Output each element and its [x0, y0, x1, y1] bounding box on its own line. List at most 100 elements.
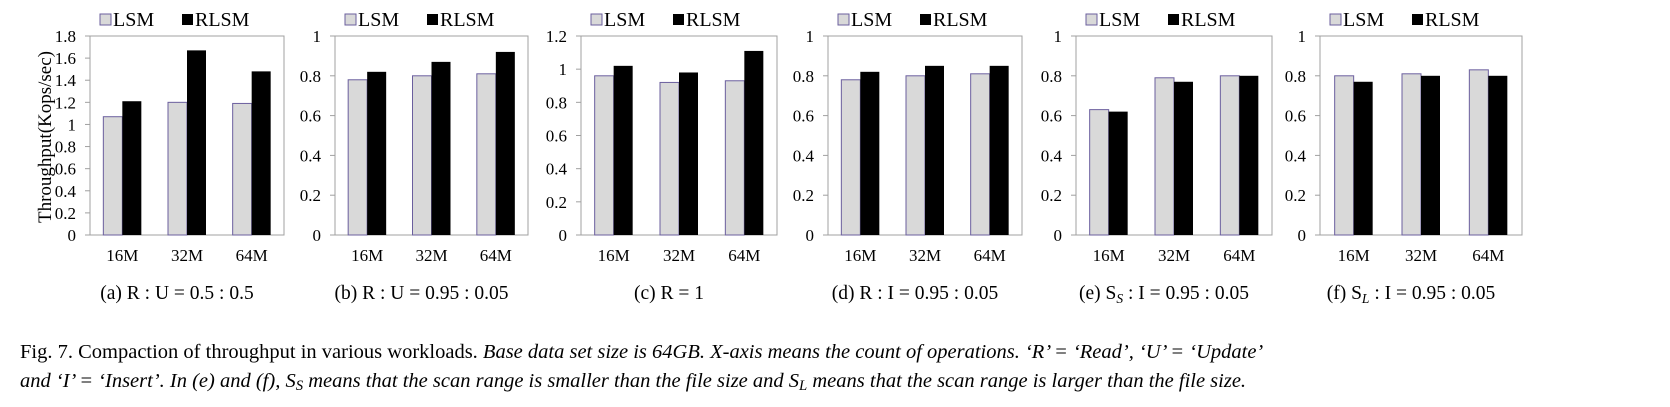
chart-panel-2: 0 0.2 0.4 0.6 0.8 1 16M 32M 64M LSM RLSM (b) R : U … — [300, 9, 529, 304]
y-tick-label: 0 — [559, 226, 568, 245]
y-tick-label: 1.2 — [55, 93, 76, 112]
y-tick-label: 0 — [1298, 226, 1307, 245]
caption-desc-2a: and ‘I’ = ‘Insert’. In (e) and (f), S — [20, 370, 296, 392]
x-tick-label: 64M — [974, 246, 1006, 265]
legend-swatch-lsm — [1085, 13, 1098, 26]
legend-swatch-lsm — [1329, 13, 1342, 26]
bar-rlsm — [251, 71, 271, 235]
y-tick-label: 0.6 — [546, 127, 567, 146]
x-tick-label: 32M — [415, 246, 447, 265]
x-tick-label: 32M — [1405, 246, 1437, 265]
x-tick-label: 32M — [663, 246, 695, 265]
y-tick-label: 0.8 — [793, 67, 814, 86]
x-tick-label: 64M — [1472, 246, 1504, 265]
y-tick-label: 0.2 — [793, 186, 814, 205]
bar-lsm — [1468, 69, 1489, 236]
panel-caption: (b) R : U = 0.95 : 0.05 — [334, 283, 508, 304]
panel-caption: (f) SL : I = 0.95 : 0.05 — [1327, 283, 1496, 306]
chart-panel-4: 0 0.2 0.4 0.6 0.8 1 16M 32M 64M LSM RLSM (d) R : I … — [793, 9, 1023, 304]
bar-lsm — [840, 79, 861, 236]
y-tick-label: 1 — [559, 60, 568, 79]
x-tick-label: 64M — [1223, 246, 1255, 265]
y-tick-label: 0.6 — [300, 107, 321, 126]
bar-rlsm — [187, 50, 206, 235]
y-tick-label: 1.8 — [55, 27, 76, 46]
bar-lsm — [724, 80, 745, 236]
y-tick-label: 0.4 — [55, 182, 77, 201]
caption-line-2: and ‘I’ = ‘Insert’. In (e) and (f), SS m… — [20, 367, 1652, 401]
legend-swatch-rlsm — [182, 14, 193, 25]
legend-swatch-lsm — [590, 13, 603, 26]
y-tick-label: 0.4 — [793, 146, 815, 165]
caption-desc-2b: means that the scan range is smaller tha… — [303, 370, 800, 392]
bar-lsm — [594, 75, 615, 236]
y-tick-label: 0.4 — [1285, 146, 1307, 165]
bar-rlsm — [1239, 75, 1259, 235]
y-tick-label: 0.6 — [55, 160, 76, 179]
legend-label-rlsm: RLSM — [195, 9, 250, 31]
y-tick-label: 1 — [68, 115, 77, 134]
bar-lsm — [1154, 77, 1175, 236]
legend-label-lsm: LSM — [851, 9, 892, 31]
y-tick-label: 0 — [68, 226, 77, 245]
x-tick-label: 32M — [909, 246, 941, 265]
legend-label-lsm: LSM — [604, 9, 645, 31]
bar-rlsm — [431, 61, 451, 236]
y-tick-label: 1.2 — [546, 27, 567, 46]
bar-rlsm — [744, 50, 764, 235]
bar-rlsm — [1174, 81, 1193, 236]
y-tick-label: 0 — [806, 226, 815, 245]
legend-label-rlsm: RLSM — [440, 9, 495, 31]
y-tick-label: 1 — [313, 27, 322, 46]
y-tick-label: 0.2 — [300, 186, 321, 205]
legend-label-lsm: LSM — [358, 9, 399, 31]
legend-label-rlsm: RLSM — [933, 9, 988, 31]
caption-sub-l: L — [799, 378, 808, 395]
y-tick-label: 0.6 — [1041, 107, 1062, 126]
x-tick-label: 32M — [1158, 246, 1190, 265]
legend-label-lsm: LSM — [113, 9, 154, 31]
caption-sub-s: S — [295, 378, 304, 395]
y-tick-label: 0.8 — [300, 67, 321, 86]
legend-label-lsm: LSM — [1343, 9, 1384, 31]
y-tick-label: 1.4 — [55, 71, 77, 90]
y-tick-label: 1 — [1298, 27, 1307, 46]
bar-lsm — [476, 73, 497, 236]
bar-rlsm — [925, 65, 944, 235]
bar-rlsm — [860, 71, 880, 235]
bar-lsm — [659, 81, 680, 236]
y-tick-label: 0.2 — [1285, 186, 1306, 205]
bar-lsm — [232, 102, 253, 236]
x-tick-label: 16M — [1338, 246, 1370, 265]
bar-lsm — [347, 79, 368, 236]
bar-lsm — [1089, 109, 1110, 236]
legend-swatch-lsm — [99, 13, 112, 26]
y-tick-label: 0.6 — [1285, 107, 1306, 126]
x-tick-label: 64M — [728, 246, 760, 265]
bar-rlsm — [1108, 111, 1128, 235]
y-tick-label: 0.2 — [546, 193, 567, 212]
bar-rlsm — [613, 65, 633, 235]
chart-panel-3: 0 0.2 0.4 0.6 0.8 1 1.2 16M 32M 64M LSM RLSM (c) R =… — [546, 9, 778, 304]
bar-rlsm — [495, 51, 515, 235]
caption-desc-1: Base data set size is 64GB. X-axis means… — [482, 341, 1264, 363]
y-tick-label: 0.2 — [1041, 186, 1062, 205]
legend-swatch-rlsm — [1168, 14, 1179, 25]
bar-lsm — [412, 75, 432, 236]
y-tick-label: 0.8 — [546, 93, 567, 112]
y-tick-label: 0.6 — [793, 107, 814, 126]
x-tick-label: 16M — [844, 246, 876, 265]
legend-label-rlsm: RLSM — [686, 9, 741, 31]
y-tick-label: 0 — [313, 226, 322, 245]
chart-panel-6: 0 0.2 0.4 0.6 0.8 1 16M 32M 64M LSM RLSM (f) SL : I… — [1285, 9, 1523, 306]
x-tick-label: 16M — [1093, 246, 1125, 265]
caption-desc-2c: means that the scan range is larger than… — [807, 370, 1247, 392]
bar-rlsm — [1488, 75, 1508, 235]
y-axis-title: Throughput(Kops/sec) — [35, 51, 56, 223]
y-tick-label: 0.4 — [546, 160, 568, 179]
bar-rlsm — [122, 101, 142, 235]
legend-swatch-lsm — [344, 13, 357, 26]
panels: 0 0.2 0.4 0.6 0.8 1 1.2 1.4 1.6 1.8 16M 32M 64M LSM RL… — [55, 9, 1523, 306]
bar-lsm — [1401, 73, 1422, 236]
